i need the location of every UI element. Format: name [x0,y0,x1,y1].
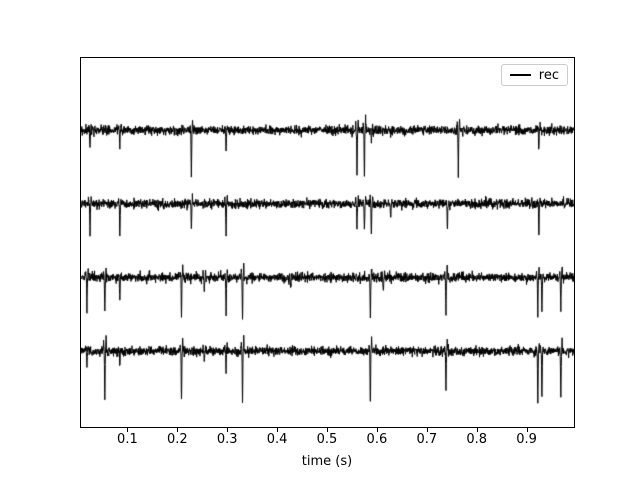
x-tick-mark [376,428,378,432]
x-tick-label: 0.5 [316,432,338,447]
x-tick-label: 0.6 [366,432,388,447]
traces-canvas [81,58,574,427]
x-tick-mark [526,428,528,432]
x-tick-label: 0.7 [416,432,438,447]
x-tick-mark [127,428,129,432]
x-axis-label: time (s) [301,454,353,469]
x-tick-label: 0.3 [216,432,238,447]
legend: rec [500,64,568,86]
x-tick-label: 0.2 [166,432,188,447]
axes-area: rec [80,57,575,428]
x-tick-label: 0.9 [516,432,537,447]
legend-label: rec [538,67,559,83]
x-tick-mark [327,428,328,432]
x-tick-mark [227,428,229,432]
x-tick-label: 0.8 [466,432,488,447]
x-tick-mark [177,428,179,432]
x-tick-label: 0.4 [266,432,288,447]
x-tick-mark [277,428,279,432]
legend-line-sample [509,74,531,76]
x-tick-mark [426,428,428,432]
x-tick-mark [476,428,478,432]
x-tick-label: 0.1 [117,432,138,447]
